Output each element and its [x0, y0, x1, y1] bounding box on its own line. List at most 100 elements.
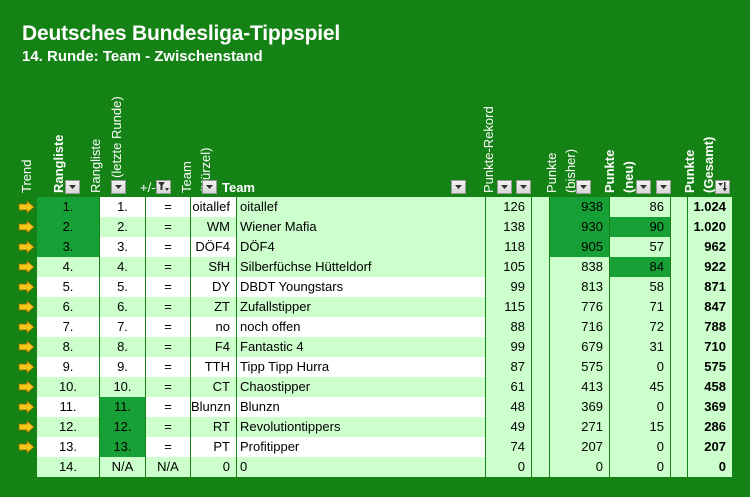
arrow-right-icon	[18, 260, 35, 274]
spacer-cell	[671, 397, 687, 417]
trend-cell	[18, 337, 36, 357]
cell-punkte-neu: 71	[610, 297, 670, 317]
cell-last-rank: 3.	[100, 237, 145, 257]
cell-punkte-neu: 0	[610, 457, 670, 477]
cell-punkte-neu: 0	[610, 357, 670, 377]
cell-punkte-neu: 0	[610, 437, 670, 457]
cell-team-name: DBDT Youngstars	[237, 277, 485, 297]
page-subtitle: 14. Runde: Team - Zwischenstand	[22, 48, 263, 65]
cell-last-rank: 1.	[100, 197, 145, 217]
cell-punkte-neu: 45	[610, 377, 670, 397]
trend-cell	[18, 457, 36, 477]
arrow-right-icon	[18, 360, 35, 374]
cell-punkte-gesamt: 1.024	[688, 197, 732, 217]
cell-last-rank: 8.	[100, 337, 145, 357]
chevron-down-icon	[206, 185, 213, 189]
cell-rank: 11.	[37, 397, 99, 417]
trend-cell	[18, 317, 36, 337]
filter-dropdown-punkte-rekord-b[interactable]	[516, 180, 531, 194]
spacer-cell	[532, 317, 549, 337]
cell-plusminus: =	[146, 297, 190, 317]
cell-rank: 2.	[37, 217, 99, 237]
cell-punkte-neu: 57	[610, 237, 670, 257]
header-punkte-rekord: Punkte-Rekord	[481, 106, 496, 193]
cell-rank: 4.	[37, 257, 99, 277]
trend-cell	[18, 277, 36, 297]
filter-dropdown-punkte-bisher[interactable]	[576, 180, 591, 194]
spacer-cell	[671, 317, 687, 337]
cell-team-abbr: RT	[191, 417, 236, 437]
trend-cell	[18, 237, 36, 257]
spacer-cell	[671, 257, 687, 277]
arrow-right-icon	[18, 280, 35, 294]
chevron-down-icon	[69, 185, 76, 189]
spacer-cell	[532, 437, 549, 457]
table-row: 1. 1. = oitallef oitallef 126 938 86 1.024	[18, 197, 732, 217]
filter-dropdown-team[interactable]	[451, 180, 466, 194]
cell-team-name: Tipp Tipp Hurra	[237, 357, 485, 377]
cell-team-abbr: DÖF4	[191, 237, 236, 257]
filter-dropdown-punkte-rekord-a[interactable]	[497, 180, 512, 194]
cell-plusminus: =	[146, 277, 190, 297]
header-punkte-gesamt-sub: (Gesamt)	[701, 136, 716, 193]
cell-team-abbr: PT	[191, 437, 236, 457]
cell-punkte-neu: 58	[610, 277, 670, 297]
spacer-cell	[532, 197, 549, 217]
cell-rank: 3.	[37, 237, 99, 257]
cell-punkte-gesamt: 871	[688, 277, 732, 297]
chevron-down-icon	[115, 185, 122, 189]
cell-punkte-rekord: 99	[486, 277, 531, 297]
cell-punkte-rekord: 138	[486, 217, 531, 237]
cell-punkte-rekord: 87	[486, 357, 531, 377]
cell-rank: 9.	[37, 357, 99, 377]
cell-team-name: Revolutiontippers	[237, 417, 485, 437]
arrow-right-icon	[18, 340, 35, 354]
arrow-right-icon	[18, 440, 35, 454]
sort-dropdown-punkte-gesamt[interactable]	[715, 180, 730, 194]
cell-plusminus: =	[146, 337, 190, 357]
filter-dropdown-team-kuerzel[interactable]	[202, 180, 217, 194]
cell-plusminus: =	[146, 357, 190, 377]
filter-dropdown-punkte-neu-a[interactable]	[636, 180, 651, 194]
cell-punkte-neu: 90	[610, 217, 670, 237]
cell-team-abbr: no	[191, 317, 236, 337]
cell-punkte-gesamt: 207	[688, 437, 732, 457]
cell-last-rank: 6.	[100, 297, 145, 317]
cell-last-rank: 7.	[100, 317, 145, 337]
cell-rank: 14.	[37, 457, 99, 477]
cell-punkte-neu: 31	[610, 337, 670, 357]
filter-dropdown-rangliste[interactable]	[65, 180, 80, 194]
table-row: 12. 12. = RT Revolutiontippers 49 271 15 286	[18, 417, 732, 437]
chevron-down-icon	[660, 185, 667, 189]
cell-last-rank: N/A	[100, 457, 145, 477]
trend-cell	[18, 257, 36, 277]
cell-punkte-rekord: 48	[486, 397, 531, 417]
cell-rank: 13.	[37, 437, 99, 457]
cell-punkte-bisher: 575	[550, 357, 609, 377]
cell-punkte-gesamt: 847	[688, 297, 732, 317]
cell-plusminus: N/A	[146, 457, 190, 477]
cell-punkte-rekord: 88	[486, 317, 531, 337]
arrow-right-icon	[18, 220, 35, 234]
cell-team-abbr: DY	[191, 277, 236, 297]
filter-dropdown-rangliste-letzte[interactable]	[111, 180, 126, 194]
filter-active-icon	[158, 182, 169, 191]
cell-team-name: DÖF4	[237, 237, 485, 257]
filter-dropdown-punkte-neu-b[interactable]	[656, 180, 671, 194]
trend-cell	[18, 197, 36, 217]
spacer-cell	[532, 397, 549, 417]
header-rangliste-letzte-sub: (letzte Runde)	[109, 96, 124, 178]
cell-punkte-bisher: 838	[550, 257, 609, 277]
spacer-cell	[671, 277, 687, 297]
cell-punkte-bisher: 905	[550, 237, 609, 257]
table-row: 5. 5. = DY DBDT Youngstars 99 813 58 871	[18, 277, 732, 297]
cell-team-abbr: ZT	[191, 297, 236, 317]
cell-plusminus: =	[146, 417, 190, 437]
cell-punkte-rekord: 99	[486, 337, 531, 357]
header-punkte-gesamt: Punkte	[682, 149, 697, 193]
spacer-cell	[532, 237, 549, 257]
cell-punkte-bisher: 776	[550, 297, 609, 317]
filter-dropdown-plusminus[interactable]	[156, 180, 171, 194]
cell-team-abbr: oitallef	[191, 197, 236, 217]
cell-last-rank: 10.	[100, 377, 145, 397]
